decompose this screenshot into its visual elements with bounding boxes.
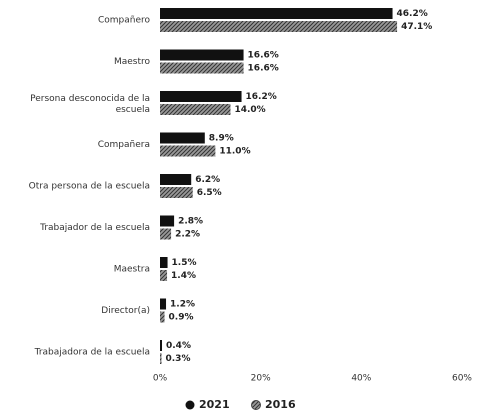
bar: [160, 21, 398, 32]
value-label: 6.2%: [195, 175, 220, 185]
value-label: 0.4%: [166, 341, 191, 351]
category-label: Maestra: [114, 265, 150, 275]
bar: [160, 340, 163, 351]
bar: [160, 270, 168, 281]
value-label: 0.9%: [169, 313, 194, 323]
x-tick-label: 20%: [251, 374, 271, 384]
bar: [160, 311, 165, 323]
value-label: 47.1%: [401, 22, 432, 32]
category-label: Otra persona de la escuela: [29, 182, 150, 192]
value-label: 0.3%: [166, 354, 191, 364]
value-label: 2.8%: [178, 217, 203, 227]
bar: [160, 49, 244, 61]
bar: [160, 104, 231, 115]
legend-marker: [185, 400, 195, 410]
bar: [160, 8, 393, 19]
category-label: Maestro: [114, 57, 151, 67]
x-tick-label: 40%: [351, 374, 371, 384]
value-label: 2.2%: [175, 230, 200, 240]
bar: [160, 187, 193, 198]
category-label: Compañera: [98, 140, 150, 150]
legend-label: 2016: [265, 398, 296, 411]
legend-marker: [251, 400, 261, 410]
value-label: 1.5%: [172, 258, 197, 268]
value-label: 16.6%: [248, 51, 279, 61]
value-label: 6.5%: [197, 188, 222, 198]
x-tick-label: 60%: [452, 374, 472, 384]
value-label: 1.4%: [171, 271, 196, 281]
bar: [160, 228, 172, 240]
value-label: 16.6%: [248, 64, 279, 74]
category-label: Trabajadora de la escuela: [34, 348, 150, 358]
legend-label: 2021: [199, 398, 230, 411]
value-label: 16.2%: [246, 92, 277, 102]
value-label: 14.0%: [234, 105, 265, 115]
value-label: 1.2%: [170, 300, 195, 310]
bar: [160, 62, 244, 74]
category-label: Director(a): [101, 306, 150, 316]
bar: [160, 353, 162, 364]
value-label: 46.2%: [397, 9, 428, 19]
category-label: Compañero: [98, 16, 151, 26]
x-tick-label: 0%: [153, 374, 168, 384]
bar: [160, 257, 168, 268]
bar: [160, 132, 205, 144]
value-label: 11.0%: [219, 147, 250, 157]
bar: [160, 174, 192, 185]
category-label: Persona desconocida de la escuela: [30, 94, 150, 115]
bar: [160, 298, 167, 310]
category-label: Trabajador de la escuela: [39, 223, 150, 233]
bar: [160, 215, 175, 227]
bar: [160, 91, 242, 102]
value-label: 8.9%: [209, 134, 234, 144]
bar: [160, 145, 216, 157]
